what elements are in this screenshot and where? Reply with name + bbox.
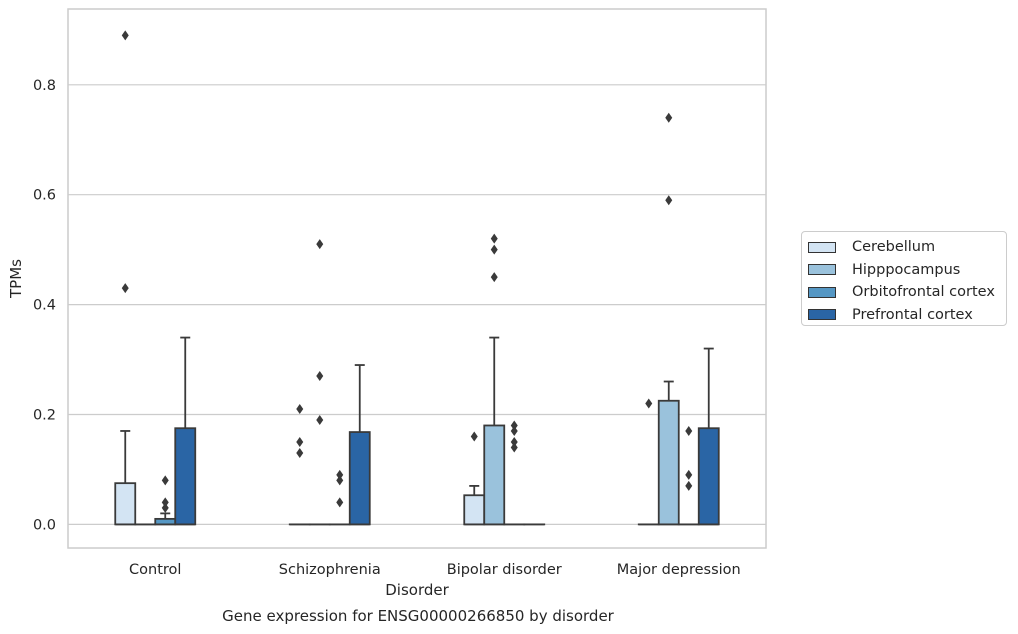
legend-item: Cerebellum <box>808 236 1006 259</box>
outlier-point <box>121 30 129 41</box>
outlier-point <box>470 431 478 442</box>
box-body <box>174 427 197 526</box>
box-hipppocampus <box>308 239 331 526</box>
legend: Cerebellum Hipppocampus Orbitofrontal cort… <box>801 231 1007 326</box>
legend-label: Cerebellum <box>852 239 936 256</box>
box-cerebellum <box>637 398 660 526</box>
box-prefrontal-cortex <box>697 347 720 526</box>
box-body <box>657 399 680 526</box>
box-body <box>348 431 371 526</box>
box-orbitofrontal-cortex <box>328 469 351 526</box>
legend-swatch <box>808 264 836 276</box>
outlier-point <box>161 502 169 513</box>
box-body <box>114 482 137 526</box>
outlier-point <box>316 414 324 425</box>
outlier-point <box>336 475 344 486</box>
box-body <box>463 494 486 526</box>
box-hipppocampus <box>657 112 680 526</box>
outlier-point <box>161 475 169 486</box>
outlier-point <box>645 398 653 409</box>
outlier-point <box>121 283 129 294</box>
legend-label: Orbitofrontal cortex <box>852 284 995 301</box>
y-tick-label: 0.8 <box>33 78 56 94</box>
legend-swatch <box>808 241 836 253</box>
outlier-point <box>510 436 518 447</box>
x-tick-label: Schizophrenia <box>279 562 381 578</box>
y-tick-label: 0.6 <box>33 188 56 204</box>
legend-swatch <box>808 309 836 321</box>
y-axis-label: TPMs <box>7 259 25 299</box>
plot-frame <box>67 8 767 549</box>
outlier-point <box>665 195 673 206</box>
chart-caption: Gene expression for ENSG00000266850 by d… <box>222 607 614 625</box>
box-orbitofrontal-cortex <box>503 420 526 526</box>
box-body <box>483 424 506 526</box>
outlier-point <box>665 112 673 123</box>
y-tick-label: 0.0 <box>33 517 56 533</box>
box-cerebellum <box>114 30 137 526</box>
outlier-point <box>685 425 693 436</box>
outlier-point <box>510 442 518 453</box>
box-prefrontal-cortex <box>174 336 197 526</box>
x-tick-label: Bipolar disorder <box>447 562 562 578</box>
outlier-point <box>490 244 498 255</box>
box-hipppocampus <box>483 233 506 526</box>
outlier-point <box>161 497 169 508</box>
legend-label: Hipppocampus <box>852 261 961 278</box>
outlier-point <box>490 233 498 244</box>
legend-item: Hipppocampus <box>808 259 1006 282</box>
x-tick-label: Control <box>129 562 181 578</box>
y-tick-label: 0.4 <box>33 298 56 314</box>
outlier-point <box>296 447 304 458</box>
x-axis-label: Disorder <box>385 581 449 599</box>
legend-label: Prefrontal cortex <box>852 306 973 323</box>
legend-swatch <box>808 286 836 298</box>
outlier-point <box>685 480 693 491</box>
outlier-point <box>316 239 324 250</box>
outlier-point <box>490 272 498 283</box>
y-tick-label: 0.2 <box>33 407 56 423</box>
box-orbitofrontal-cortex <box>154 475 177 526</box>
x-tick-label: Major depression <box>617 562 741 578</box>
box-body <box>697 427 720 526</box>
legend-item: Prefrontal cortex <box>808 304 1006 327</box>
outlier-point <box>316 371 324 382</box>
outlier-point <box>296 403 304 414</box>
outlier-point <box>510 425 518 436</box>
outlier-point <box>336 497 344 508</box>
outlier-point <box>510 420 518 431</box>
outlier-point <box>336 469 344 480</box>
outlier-point <box>296 436 304 447</box>
box-orbitofrontal-cortex <box>677 425 700 526</box>
legend-item: Orbitofrontal cortex <box>808 281 1006 304</box>
box-prefrontal-cortex <box>348 364 371 526</box>
outlier-point <box>685 469 693 480</box>
box-cerebellum <box>463 431 486 526</box>
box-cerebellum <box>288 403 311 526</box>
